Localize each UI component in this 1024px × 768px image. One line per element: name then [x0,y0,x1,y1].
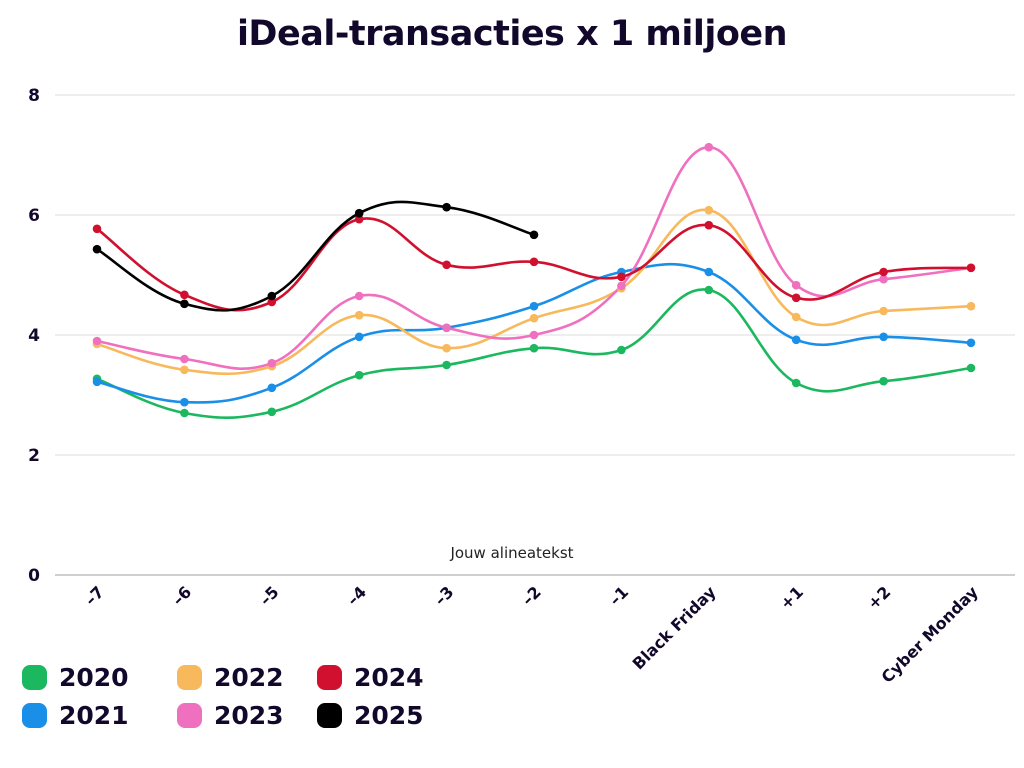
legend-swatch [22,702,47,728]
annotation-text: Jouw alineatekst [449,544,573,562]
legend-item-2025[interactable]: 2025 [317,696,457,734]
x-tick-label: +1 [776,582,807,613]
series-line-2023 [96,145,972,370]
x-tick-label: –7 [81,582,108,609]
data-point-2023[interactable] [529,330,539,340]
data-point-2021[interactable] [879,332,888,342]
data-point-2025[interactable] [92,244,102,254]
data-point-2023[interactable] [442,323,451,333]
x-tick-label: +2 [864,582,895,613]
y-tick-label: 4 [28,326,40,346]
y-tick-label: 0 [28,566,40,586]
legend-item-2024[interactable]: 2024 [317,658,457,696]
data-point-2024[interactable] [180,290,189,300]
x-tick-label: –6 [168,582,195,609]
data-point-2022[interactable] [180,365,189,375]
data-point-2023[interactable] [354,291,364,301]
data-point-2024[interactable] [354,214,364,224]
data-point-2020[interactable] [879,376,888,386]
data-point-2024[interactable] [92,224,102,234]
data-point-2022[interactable] [704,205,714,215]
series-line-2025 [96,200,535,312]
y-tick-label: 6 [28,206,40,226]
data-point-2025[interactable] [354,208,364,218]
data-point-2020[interactable] [267,407,277,417]
data-point-2024[interactable] [879,267,888,277]
data-point-2024[interactable] [617,272,626,282]
series-points [92,142,976,418]
legend-swatch [177,702,202,728]
data-point-2021[interactable] [180,397,189,407]
data-point-2023[interactable] [704,142,714,152]
data-point-2025[interactable] [442,202,451,212]
chart-title: iDeal-transacties x 1 miljoen [236,14,788,54]
series-line-2020 [96,288,972,420]
x-tick-label: Cyber Monday [878,582,983,687]
data-point-2020[interactable] [617,345,626,355]
legend-swatch [317,664,342,690]
data-point-2020[interactable] [529,343,539,353]
data-point-2021[interactable] [92,377,102,387]
data-point-2021[interactable] [267,383,277,393]
data-point-2022[interactable] [966,301,976,311]
data-point-2024[interactable] [442,260,451,270]
x-tick-label: –3 [430,582,457,609]
legend-swatch [22,664,47,690]
data-point-2023[interactable] [617,281,626,291]
legend: 2020 2021 2022 2023 2024 2025 [22,658,457,734]
x-tick-label: Black Friday [629,582,720,673]
data-point-2020[interactable] [354,370,364,380]
data-point-2025[interactable] [529,230,539,240]
data-point-2020[interactable] [704,285,714,295]
data-point-2022[interactable] [354,310,364,320]
legend-label: 2024 [354,662,424,692]
data-point-2020[interactable] [791,378,801,388]
y-tick-label: 2 [28,446,40,466]
x-tick-label: –1 [605,582,632,609]
data-point-2024[interactable] [267,297,277,307]
data-point-2022[interactable] [529,313,539,323]
data-point-2024[interactable] [966,263,976,273]
data-point-2023[interactable] [180,354,189,364]
data-point-2023[interactable] [92,336,102,346]
data-point-2020[interactable] [442,360,451,370]
legend-label: 2020 [59,662,129,692]
data-point-2021[interactable] [354,332,364,342]
data-point-2024[interactable] [791,293,801,303]
series-lines [96,145,972,420]
data-point-2021[interactable] [529,301,539,311]
legend-item-2020[interactable]: 2020 [22,658,177,696]
legend-item-2022[interactable]: 2022 [177,658,317,696]
series-line-2022 [96,208,972,376]
data-point-2024[interactable] [704,220,714,230]
legend-item-2021[interactable]: 2021 [22,696,177,734]
legend-label: 2025 [354,700,424,730]
y-axis-ticks: 0 2 4 6 8 [28,86,40,586]
legend-label: 2023 [214,700,284,730]
legend-swatch [177,664,202,690]
data-point-2023[interactable] [267,358,277,368]
data-point-2021[interactable] [704,267,714,277]
data-point-2021[interactable] [791,335,801,345]
data-point-2025[interactable] [267,291,277,301]
data-point-2020[interactable] [966,363,976,373]
x-tick-label: –4 [343,582,370,609]
data-point-2022[interactable] [791,312,801,322]
legend-label: 2021 [59,700,129,730]
y-tick-label: 8 [28,86,40,106]
data-point-2022[interactable] [879,306,888,316]
data-point-2022[interactable] [442,343,451,353]
x-tick-label: –5 [256,582,283,609]
data-point-2025[interactable] [180,299,189,309]
legend-item-2023[interactable]: 2023 [177,696,317,734]
legend-swatch [317,702,342,728]
legend-label: 2022 [214,662,284,692]
data-point-2021[interactable] [966,338,976,348]
data-point-2023[interactable] [879,274,888,284]
x-tick-label: –2 [518,582,545,609]
data-point-2020[interactable] [180,408,189,418]
data-point-2024[interactable] [529,257,539,267]
data-point-2023[interactable] [791,280,801,290]
